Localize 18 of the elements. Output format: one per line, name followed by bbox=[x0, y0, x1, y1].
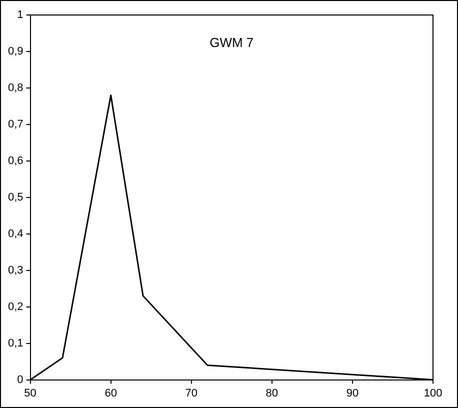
x-tick-label: 60 bbox=[104, 387, 117, 400]
y-tick-label: 0,8 bbox=[8, 82, 24, 94]
y-tick-label: 0,9 bbox=[8, 46, 24, 58]
x-tick-label: 70 bbox=[185, 387, 198, 400]
y-tick-label: 0,3 bbox=[8, 264, 24, 276]
x-tick-label: 50 bbox=[24, 387, 36, 400]
y-tick-label: 0,5 bbox=[8, 191, 24, 204]
x-tick-label: 90 bbox=[346, 387, 359, 400]
y-tick-label: 0 bbox=[17, 374, 24, 386]
y-tick-label: 0,6 bbox=[8, 154, 24, 167]
y-tick-label: 0,4 bbox=[8, 228, 24, 240]
y-tick-label: 0,7 bbox=[8, 118, 24, 130]
y-tick-label: 1 bbox=[17, 9, 24, 22]
y-tick-label: 0,2 bbox=[8, 300, 24, 313]
x-tick-label: 100 bbox=[424, 387, 442, 400]
y-tick-label: 0,1 bbox=[8, 337, 24, 350]
x-tick-label: 80 bbox=[266, 387, 278, 400]
text: GWM 7 bbox=[210, 35, 254, 50]
